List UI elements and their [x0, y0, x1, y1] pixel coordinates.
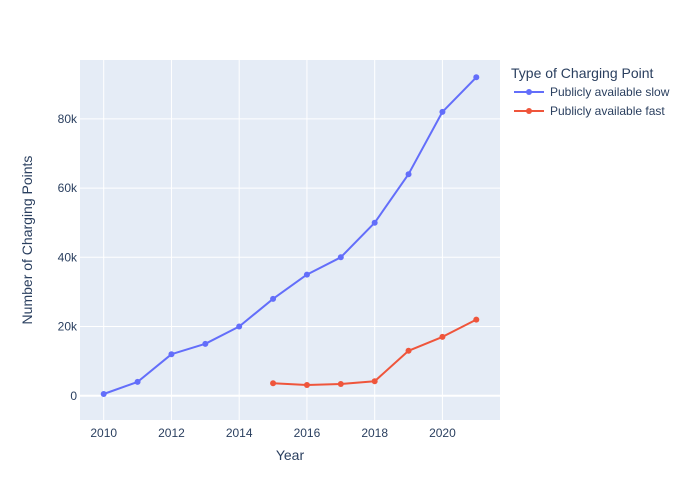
y-tick-label: 60k — [58, 181, 78, 195]
legend-item[interactable]: Publicly available fast — [514, 104, 665, 118]
legend-marker — [526, 108, 532, 114]
legend-item[interactable]: Publicly available slow — [514, 85, 670, 99]
x-tick-label: 2010 — [90, 426, 117, 440]
data-point[interactable] — [202, 340, 209, 347]
data-point[interactable] — [405, 171, 412, 178]
series-line — [103, 76, 478, 395]
data-point[interactable] — [168, 351, 175, 358]
legend[interactable]: Type of Charging Point Publicly availabl… — [511, 65, 670, 118]
x-axis-title: Year — [276, 447, 305, 463]
x-tick-label: 2018 — [361, 426, 388, 440]
legend-label: Publicly available slow — [550, 85, 670, 99]
data-point[interactable] — [303, 271, 310, 278]
legend-items[interactable]: Publicly available slow Publicly availabl… — [514, 85, 670, 118]
x-tick-label: 2020 — [429, 426, 456, 440]
data-point[interactable] — [134, 378, 141, 385]
data-point[interactable] — [236, 323, 243, 330]
y-axis-title: Number of Charging Points — [19, 156, 35, 325]
y-tick-label: 80k — [58, 112, 78, 126]
data-point[interactable] — [439, 333, 446, 340]
x-tick-label: 2012 — [158, 426, 185, 440]
y-tick-label: 0 — [70, 389, 77, 403]
x-tick-label: 2014 — [226, 426, 253, 440]
gridlines — [80, 60, 500, 420]
legend-label: Publicly available fast — [550, 104, 665, 118]
data-point[interactable] — [303, 382, 310, 389]
data-point[interactable] — [337, 381, 344, 387]
y-tick-label: 20k — [58, 320, 78, 334]
data-point[interactable] — [473, 74, 480, 81]
data-point[interactable] — [439, 108, 446, 115]
plot-area — [80, 60, 500, 420]
data-point[interactable] — [337, 254, 344, 261]
series-1 — [100, 74, 480, 398]
y-axis-ticks: 0 20k 40k 60k 80k — [58, 112, 78, 403]
data-point[interactable] — [100, 391, 107, 398]
data-point[interactable] — [371, 378, 378, 385]
series-2 — [270, 316, 480, 389]
x-tick-label: 2016 — [294, 426, 321, 440]
data-point[interactable] — [405, 347, 412, 354]
data-point[interactable] — [270, 295, 277, 302]
data-point[interactable] — [371, 219, 378, 226]
data-point[interactable] — [473, 316, 480, 323]
legend-title: Type of Charging Point — [511, 65, 654, 81]
series-layer — [100, 74, 480, 398]
y-tick-label: 40k — [58, 250, 78, 264]
data-point[interactable] — [270, 380, 277, 387]
legend-marker — [526, 89, 532, 95]
x-axis-ticks: 2010 2012 2014 2016 2018 2020 — [90, 426, 456, 440]
